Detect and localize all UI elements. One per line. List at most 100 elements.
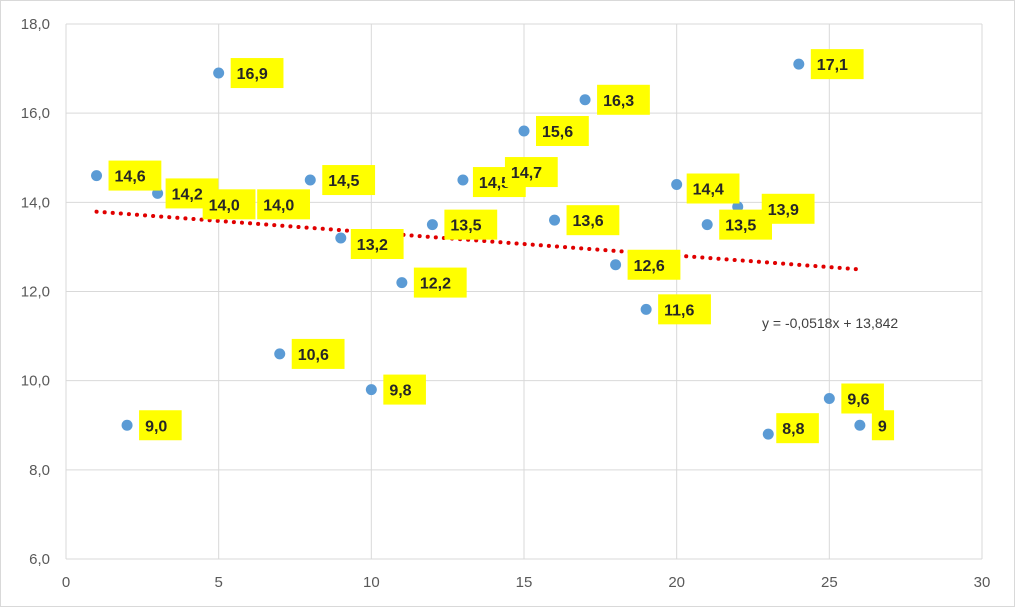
data-label-background: [444, 209, 498, 240]
data-label-text: 16,3: [603, 93, 634, 110]
data-label-background: [810, 49, 864, 80]
data-point: [762, 428, 774, 440]
data-label-text: 12,6: [634, 258, 665, 275]
data-label: 10,6: [291, 338, 345, 369]
trendline-path: [94, 209, 862, 272]
x-axis-tick-labels: 0 5 10 15 20 25 30: [62, 574, 991, 591]
data-point: [640, 303, 652, 315]
data-label-text: 13,5: [725, 218, 756, 235]
data-point: [335, 232, 347, 244]
data-label-background: [841, 383, 884, 414]
data-label-text: 9,0: [145, 418, 167, 435]
data-point: [579, 94, 591, 106]
data-label-text: 14,5: [479, 175, 510, 192]
x-tick-label: 15: [516, 574, 533, 591]
data-point: [610, 259, 622, 271]
x-tick-label: 5: [214, 574, 222, 591]
data-label-background: [536, 116, 589, 146]
data-label: 12,2: [413, 267, 467, 298]
gridlines: [65, 23, 983, 560]
data-label-background: [871, 410, 895, 441]
y-tick-label: 16,0: [21, 105, 50, 122]
data-point: [304, 174, 316, 186]
x-tick-label: 20: [668, 574, 685, 591]
data-points: [91, 58, 866, 440]
data-label: 17,1: [810, 49, 864, 80]
data-label-text: 14,0: [209, 197, 240, 214]
data-label-background: [257, 189, 310, 220]
x-tick-label: 10: [363, 574, 380, 591]
data-point: [823, 393, 835, 404]
data-label: 9,6: [841, 383, 884, 414]
data-label: 8,8: [776, 413, 819, 444]
x-tick-label: 30: [974, 574, 991, 591]
data-label: 14,0: [202, 189, 256, 220]
data-label-background: [658, 294, 711, 325]
data-label-background: [202, 189, 256, 220]
data-point: [274, 348, 286, 360]
data-label-text: 9,6: [847, 392, 869, 409]
data-label: 14,0: [257, 189, 310, 220]
data-point: [213, 67, 225, 79]
data-label: 9,8: [383, 374, 426, 405]
data-label: 15,6: [536, 116, 589, 146]
data-label: 16,9: [230, 58, 284, 89]
data-label-background: [413, 267, 467, 298]
data-label-text: 16,9: [237, 66, 268, 83]
data-label-background: [761, 193, 815, 224]
data-label-background: [230, 58, 284, 89]
data-point: [365, 384, 377, 396]
data-label-text: 17,1: [817, 57, 848, 74]
data-label-text: 10,6: [298, 347, 329, 364]
data-label: 16,3: [597, 84, 650, 115]
x-tick-label: 25: [821, 574, 838, 591]
data-label-text: 14,5: [328, 173, 359, 190]
data-label: 13,5: [444, 209, 498, 240]
data-label-text: 14,2: [172, 186, 203, 203]
data-label: 14,4: [686, 173, 740, 204]
data-label: 13,6: [566, 205, 620, 236]
data-label-text: 9,8: [389, 383, 411, 400]
data-label-text: 13,2: [357, 237, 388, 254]
data-label-text: 9: [878, 418, 887, 435]
data-point: [701, 219, 713, 231]
data-label: 14,5: [322, 165, 376, 196]
data-point: [793, 58, 805, 70]
data-label-background: [383, 374, 426, 405]
data-labels: 14,6 9,0 14,2 16,9 14,0 14,0 10,6 14,5 13,2 9,8 12…: [108, 49, 895, 444]
data-label-text: 15,6: [542, 124, 573, 141]
data-label: 12,6: [627, 249, 681, 280]
data-label-background: [504, 157, 558, 188]
data-label-text: 11,6: [664, 302, 694, 319]
data-label-background: [108, 160, 162, 191]
data-label-text: 13,6: [573, 213, 604, 230]
x-tick-label: 0: [62, 574, 70, 591]
data-label-text: 13,9: [768, 202, 799, 219]
data-label: 9,0: [139, 410, 182, 441]
y-tick-label: 6,0: [29, 551, 50, 568]
trendline-equation: y = -0,0518x + 13,842: [762, 315, 898, 331]
data-point: [152, 187, 164, 199]
data-point: [396, 277, 408, 289]
y-tick-label: 18,0: [21, 16, 50, 33]
data-label: 13,9: [761, 193, 815, 224]
data-label: 14,6: [108, 160, 162, 191]
data-label-text: 13,5: [450, 218, 481, 235]
data-label-text: 14,4: [693, 182, 724, 199]
data-label-background: [686, 173, 740, 204]
data-label-background: [350, 229, 404, 259]
data-point: [121, 419, 133, 431]
data-label: 14,7: [504, 157, 558, 188]
trendline: [94, 209, 862, 272]
y-axis-tick-labels: 6,0 8,0 10,0 12,0 14,0 16,0 18,0: [21, 16, 50, 568]
data-label-background: [139, 410, 182, 441]
y-tick-label: 8,0: [29, 462, 50, 479]
data-label-background: [291, 338, 345, 369]
data-point: [854, 419, 866, 431]
data-point: [518, 125, 530, 137]
data-point: [91, 170, 103, 182]
data-label-text: 8,8: [782, 421, 804, 438]
data-label-background: [597, 84, 650, 115]
data-point: [457, 174, 469, 186]
